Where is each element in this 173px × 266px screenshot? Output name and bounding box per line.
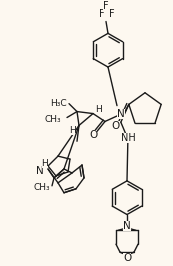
Text: H: H (42, 159, 48, 168)
Text: H: H (69, 126, 75, 135)
Text: N: N (123, 221, 131, 231)
Text: H: H (95, 105, 101, 114)
Text: N: N (117, 109, 125, 119)
Text: O: O (89, 130, 97, 140)
Text: H₃C: H₃C (50, 99, 67, 108)
Text: NH: NH (121, 133, 136, 143)
Text: CH₃: CH₃ (33, 183, 50, 192)
Text: F: F (99, 9, 105, 19)
Text: O: O (112, 121, 120, 131)
Text: F: F (103, 1, 109, 11)
Text: F: F (109, 9, 115, 19)
Text: O: O (123, 253, 131, 263)
Text: N: N (36, 166, 44, 176)
Text: CH₃: CH₃ (44, 115, 61, 124)
